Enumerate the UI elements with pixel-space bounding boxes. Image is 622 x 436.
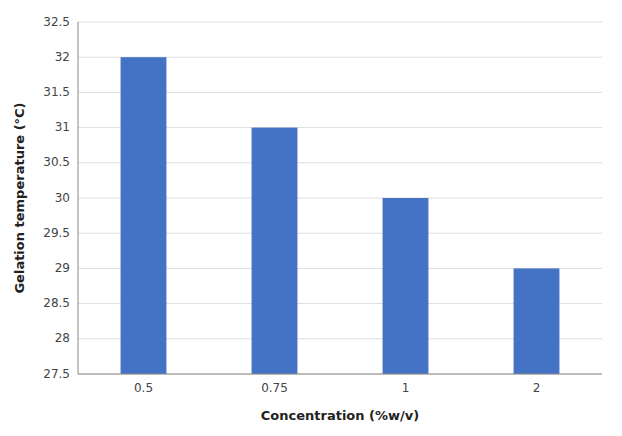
background: [0, 0, 622, 436]
bar: [252, 128, 298, 374]
x-tick-label: 2: [533, 381, 541, 395]
y-tick-label: 32: [55, 50, 70, 64]
y-axis-line: [78, 22, 79, 374]
y-axis-label: Gelation temperature (°C): [12, 102, 27, 293]
y-tick-label: 32.5: [43, 15, 70, 29]
grid-line: [78, 374, 602, 375]
x-axis-line: [78, 374, 602, 375]
y-tick-label: 31: [55, 120, 70, 134]
y-tick-label: 29: [55, 261, 70, 275]
bars: [121, 57, 560, 374]
x-tick-label: 0.5: [134, 381, 153, 395]
grid-line: [78, 22, 602, 23]
y-tick-label: 31.5: [43, 85, 70, 99]
y-tick-label: 29.5: [43, 226, 70, 240]
bar: [514, 268, 560, 374]
y-tick-label: 30: [55, 191, 70, 205]
y-tick-labels: 27.5 28 28.5 29 29.5 30 30.5 31 31.5 32 32.5: [43, 15, 70, 381]
x-axis-label: Concentration (%w/v): [261, 408, 419, 423]
x-tick-label: 0.75: [261, 381, 288, 395]
y-tick-label: 30.5: [43, 155, 70, 169]
chart-svg: 27.5 28 28.5 29 29.5 30 30.5 31 31.5 32 32.5 0.5 0.7…: [0, 0, 622, 436]
x-tick-label: 1: [402, 381, 410, 395]
y-tick-label: 27.5: [43, 367, 70, 381]
y-grid: [78, 22, 602, 374]
x-tick-labels: 0.5 0.75 1 2: [134, 381, 540, 395]
chart-container: 27.5 28 28.5 29 29.5 30 30.5 31 31.5 32 32.5 0.5 0.7…: [0, 0, 622, 436]
y-tick-label: 28: [55, 331, 70, 345]
bar: [121, 57, 167, 374]
y-tick-label: 28.5: [43, 296, 70, 310]
bar: [383, 198, 429, 374]
